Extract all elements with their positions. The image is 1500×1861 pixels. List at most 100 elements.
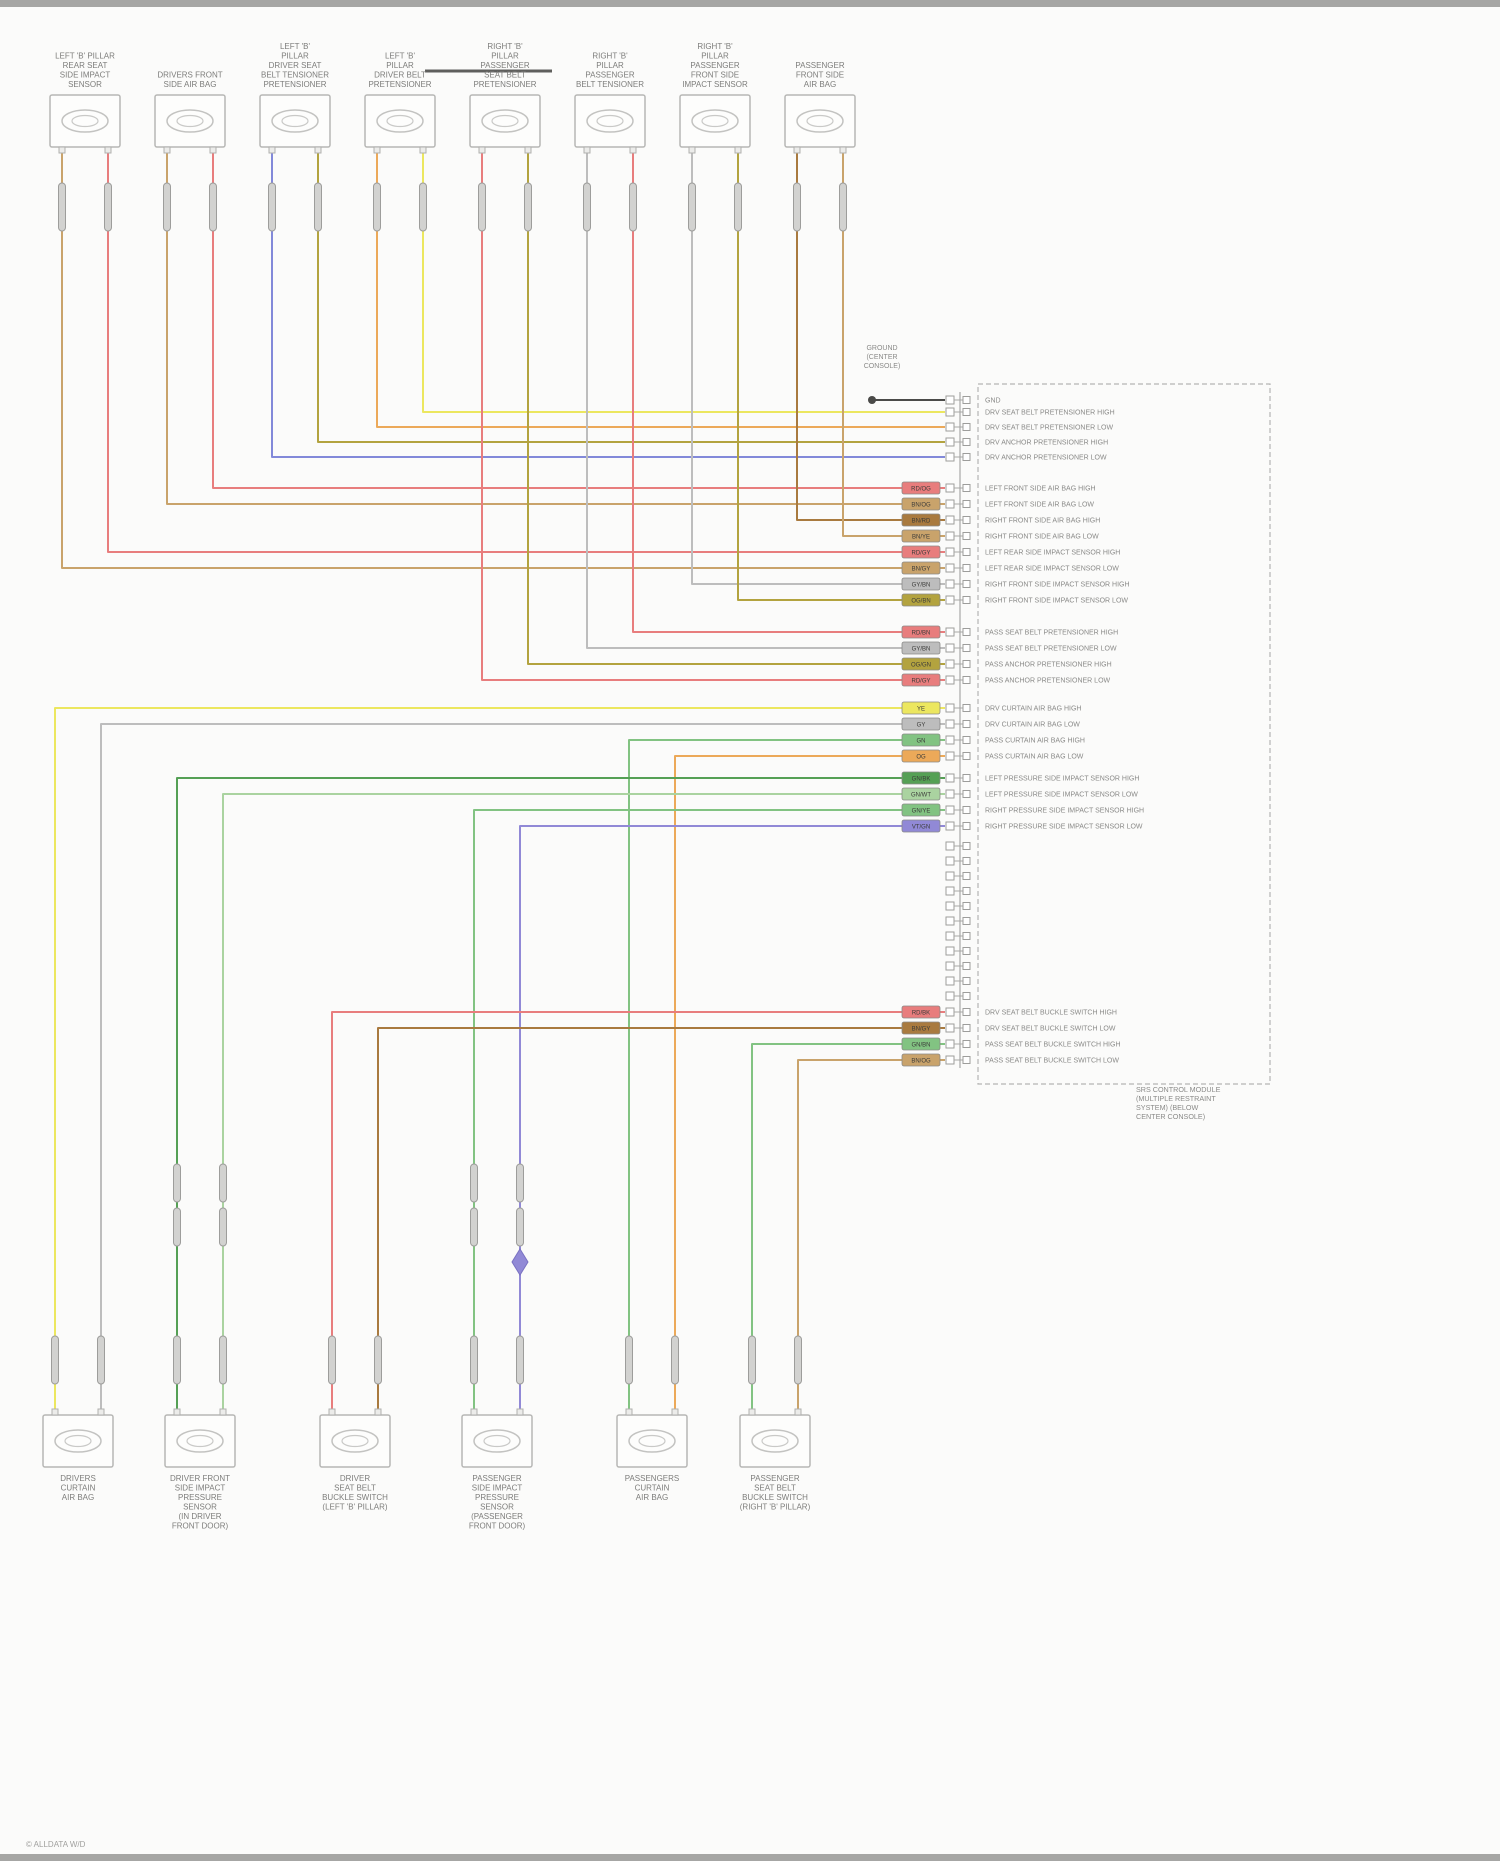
component-pin: [748, 1408, 756, 1416]
pin-square-icon: [962, 500, 971, 508]
pin-square-icon: [945, 976, 955, 986]
bottom-component: PASSENGER SIDE IMPACT PRESSURE SENSOR (PASSE…: [461, 1408, 533, 1531]
pin-square-icon: [945, 627, 955, 637]
wire-color-code: RD/BK: [912, 1011, 930, 1017]
wire-color-code-box: [901, 513, 941, 527]
wire-right-pressure-high: [473, 809, 945, 1415]
wire-color-code-box: [901, 701, 941, 715]
inline-connector: [173, 1207, 181, 1247]
component-pin: [51, 1408, 59, 1416]
component-pin: [583, 146, 591, 154]
wire-left-pressure-high: [176, 777, 945, 1415]
module-pin-label: DRV SEAT BELT PRETENSIONER LOW: [985, 425, 1113, 432]
pin-square-icon: [945, 841, 955, 851]
module-pin-label: PASS ANCHOR PRETENSIONER HIGH: [985, 662, 1112, 669]
wire-color-code-box: [901, 787, 941, 801]
pin-square-icon: [945, 675, 955, 685]
module-pin-label: DRV SEAT BELT PRETENSIONER HIGH: [985, 410, 1115, 417]
wire-color-code-box: [901, 593, 941, 607]
connector-face-inner-icon: [761, 1434, 789, 1448]
component-connector-box: [154, 94, 226, 148]
pin-square-icon: [945, 719, 955, 729]
pin-square-icon: [945, 395, 955, 405]
pin-square-icon: [945, 422, 955, 432]
pin-square-icon: [945, 643, 955, 653]
pin-square-icon: [962, 947, 971, 955]
pin-square-icon: [962, 774, 971, 782]
pin-square-icon: [962, 596, 971, 604]
connector-face-inner-icon: [64, 1434, 92, 1448]
wire-color-code-box: [901, 625, 941, 639]
inline-connector: [688, 182, 696, 232]
ground-splice-icon: [868, 396, 876, 404]
top-component: DRIVERS FRONT SIDE AIR BAG: [154, 71, 226, 154]
module-pin-label: DRV ANCHOR PRETENSIONER HIGH: [985, 440, 1108, 447]
top-component: PASSENGER FRONT SIDE AIR BAG: [784, 61, 856, 154]
component-pin: [629, 146, 637, 154]
wire-drv-pretensioner-low: [376, 147, 945, 428]
copyright-note: © ALLDATA W/D: [26, 1840, 86, 1849]
component-pin: [373, 146, 381, 154]
top-component: RIGHT 'B' PILLAR PASSENGER FRONT SIDE IMPACT…: [679, 42, 751, 154]
module-pin: OG PASS CURTAIN AIR BAG LOW: [901, 749, 1084, 763]
wire-color-code-box: [901, 529, 941, 543]
module-pin-label: RIGHT FRONT SIDE AIR BAG HIGH: [985, 518, 1100, 525]
pin-square-icon: [945, 961, 955, 971]
wire-drv-buckle-low: [377, 1027, 945, 1415]
wire-pass-buckle-low: [797, 1059, 945, 1415]
pin-square-icon: [945, 931, 955, 941]
page-frame-bottom: [0, 1854, 1500, 1861]
pin-square-icon: [945, 856, 955, 866]
inline-connector: [629, 182, 637, 232]
component-pin: [419, 146, 427, 154]
wire-color-code-box: [901, 561, 941, 575]
module-pin-label: LEFT FRONT SIDE AIR BAG HIGH: [985, 486, 1096, 493]
module-pin: [945, 931, 971, 941]
pin-square-icon: [962, 977, 971, 985]
inline-connector: [794, 1335, 802, 1385]
wire-drv-buckle-high: [331, 1011, 945, 1415]
inline-connector: [470, 1207, 478, 1247]
pin-square-icon: [962, 564, 971, 572]
wire-drv-pretensioner-high: [422, 147, 945, 413]
connector-face-icon: [61, 109, 109, 133]
module-pin: GN/YE RIGHT PRESSURE SIDE IMPACT SENSOR H…: [901, 803, 1144, 817]
pin-square-icon: [962, 857, 971, 865]
page-frame-top: [0, 0, 1500, 7]
module-pin: GN/WT LEFT PRESSURE SIDE IMPACT SENSOR LO…: [901, 787, 1138, 801]
component-label: RIGHT 'B' PILLAR PASSENGER FRONT SIDE IMPACT…: [682, 42, 748, 89]
module-pin: DRV ANCHOR PRETENSIONER LOW: [945, 452, 1107, 462]
inline-connector: [524, 182, 532, 232]
component-label: DRIVERS FRONT SIDE AIR BAG: [157, 71, 222, 90]
module-pin-label: RIGHT PRESSURE SIDE IMPACT SENSOR HIGH: [985, 808, 1144, 815]
wire-drv-curtain-low: [100, 723, 945, 1415]
component-label: DRIVERS CURTAIN AIR BAG: [60, 1474, 96, 1502]
wire-color-code-box: [901, 673, 941, 687]
pin-square-icon: [962, 736, 971, 744]
wire-color-code-box: [901, 733, 941, 747]
pin-square-icon: [962, 1024, 971, 1032]
wire-left-side-airbag-high: [212, 147, 945, 489]
component-connector-box: [616, 1414, 688, 1468]
pin-square-icon: [945, 407, 955, 417]
module-pin-label: GND: [985, 398, 1001, 405]
pin-square-icon: [962, 992, 971, 1000]
connector-face-inner-icon: [176, 114, 204, 128]
module-pin: [945, 841, 971, 851]
inline-connector: [793, 182, 801, 232]
module-pin: RD/BN PASS SEAT BELT PRETENSIONER HIGH: [901, 625, 1118, 639]
module-pin: [945, 991, 971, 1001]
connector-face-icon: [628, 1429, 676, 1453]
component-connector-box: [574, 94, 646, 148]
wire-drv-curtain-high: [54, 707, 945, 1415]
pin-square-icon: [945, 1055, 955, 1065]
pin-square-icon: [962, 484, 971, 492]
wire-color-code: GN: [917, 739, 926, 745]
connector-face-icon: [376, 109, 424, 133]
wire-color-code: GY/BN: [912, 583, 931, 589]
pin-square-icon: [945, 821, 955, 831]
pin-square-icon: [962, 1008, 971, 1016]
wire-color-code: RD/BN: [912, 631, 931, 637]
connector-face-icon: [796, 109, 844, 133]
component-pin: [625, 1408, 633, 1416]
